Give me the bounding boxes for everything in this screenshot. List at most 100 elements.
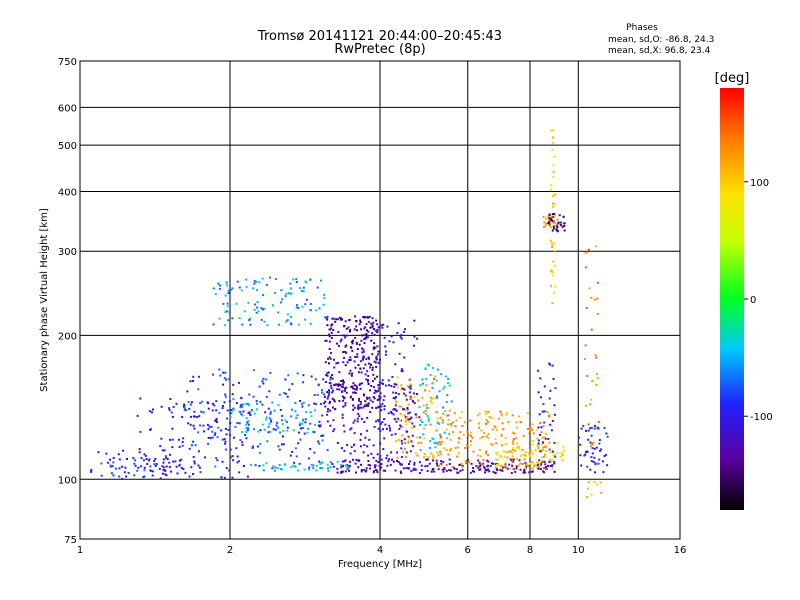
data-point bbox=[241, 323, 244, 326]
data-point bbox=[450, 447, 452, 450]
data-point bbox=[210, 425, 213, 428]
data-point bbox=[384, 469, 387, 472]
data-point bbox=[440, 373, 443, 376]
data-point bbox=[481, 462, 484, 465]
data-point bbox=[500, 434, 503, 436]
data-point bbox=[321, 414, 324, 417]
data-point bbox=[546, 215, 549, 218]
data-point bbox=[269, 371, 272, 374]
data-point bbox=[378, 381, 381, 384]
data-point bbox=[362, 451, 365, 454]
data-point bbox=[349, 359, 352, 361]
data-point bbox=[371, 325, 374, 328]
data-point bbox=[328, 328, 331, 331]
data-point bbox=[352, 387, 355, 390]
data-point bbox=[353, 406, 356, 409]
data-point bbox=[192, 473, 195, 475]
data-point bbox=[358, 384, 361, 386]
data-point bbox=[224, 442, 227, 445]
data-point bbox=[500, 412, 503, 415]
data-point bbox=[589, 403, 592, 406]
data-point bbox=[578, 436, 580, 439]
data-point bbox=[403, 438, 406, 441]
data-point bbox=[315, 469, 318, 472]
data-point bbox=[370, 339, 373, 342]
data-point bbox=[361, 347, 363, 350]
data-point bbox=[350, 446, 353, 449]
data-point bbox=[477, 422, 480, 425]
data-point bbox=[550, 129, 553, 132]
data-point bbox=[181, 444, 184, 447]
data-point bbox=[407, 439, 410, 442]
data-point bbox=[356, 420, 359, 423]
data-point bbox=[501, 466, 504, 469]
data-point bbox=[559, 221, 562, 224]
data-point bbox=[272, 465, 275, 468]
data-point bbox=[348, 359, 351, 361]
data-point bbox=[538, 413, 541, 416]
data-point bbox=[183, 403, 186, 406]
data-point bbox=[333, 400, 336, 403]
data-point bbox=[523, 458, 526, 461]
data-point bbox=[243, 310, 246, 313]
data-point bbox=[371, 317, 374, 320]
data-point bbox=[301, 305, 304, 308]
data-point bbox=[320, 434, 323, 437]
data-point bbox=[414, 413, 417, 416]
data-point bbox=[557, 230, 560, 233]
data-point bbox=[125, 475, 128, 478]
data-point bbox=[416, 436, 419, 439]
data-point bbox=[449, 469, 452, 472]
data-point bbox=[351, 349, 354, 352]
data-point bbox=[197, 375, 200, 378]
data-point bbox=[369, 467, 371, 470]
data-point bbox=[202, 424, 205, 427]
data-point bbox=[294, 402, 297, 404]
data-point bbox=[538, 461, 541, 464]
data-point bbox=[162, 469, 165, 471]
data-point bbox=[261, 380, 264, 383]
data-point bbox=[548, 415, 551, 418]
data-point bbox=[333, 428, 336, 431]
data-point bbox=[365, 403, 368, 406]
data-point bbox=[549, 363, 552, 366]
data-point bbox=[287, 374, 290, 377]
data-point bbox=[481, 435, 484, 438]
data-point bbox=[294, 447, 297, 450]
data-point bbox=[251, 447, 254, 450]
data-point bbox=[416, 454, 419, 457]
data-point bbox=[302, 419, 305, 422]
data-point bbox=[380, 458, 383, 461]
data-point bbox=[164, 473, 167, 476]
data-point bbox=[552, 205, 555, 208]
data-point bbox=[395, 402, 397, 405]
data-point bbox=[242, 403, 245, 406]
data-point bbox=[591, 447, 594, 450]
data-point bbox=[505, 442, 508, 445]
data-point bbox=[409, 387, 412, 390]
data-point bbox=[358, 323, 361, 326]
data-point bbox=[414, 452, 417, 454]
data-point bbox=[192, 380, 194, 382]
data-point bbox=[332, 329, 335, 331]
data-point bbox=[551, 449, 554, 452]
data-point bbox=[536, 466, 539, 469]
data-point bbox=[227, 291, 230, 294]
data-point bbox=[279, 431, 281, 434]
data-point bbox=[584, 358, 586, 360]
data-point bbox=[354, 355, 357, 358]
data-point bbox=[394, 397, 397, 400]
data-point bbox=[443, 385, 446, 388]
data-point bbox=[544, 453, 547, 456]
data-point bbox=[426, 415, 429, 418]
data-point bbox=[335, 362, 338, 365]
data-point bbox=[252, 395, 255, 398]
data-point bbox=[376, 471, 379, 474]
data-point bbox=[292, 429, 295, 432]
data-point bbox=[351, 342, 354, 345]
data-point bbox=[388, 384, 391, 387]
data-point bbox=[255, 311, 258, 314]
data-point bbox=[549, 239, 552, 242]
data-point bbox=[550, 215, 553, 218]
data-point bbox=[240, 413, 243, 416]
